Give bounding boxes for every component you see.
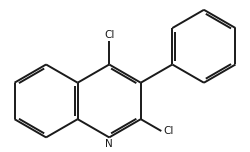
Text: Cl: Cl — [104, 30, 115, 40]
Text: Cl: Cl — [163, 126, 173, 136]
Text: N: N — [105, 139, 113, 149]
